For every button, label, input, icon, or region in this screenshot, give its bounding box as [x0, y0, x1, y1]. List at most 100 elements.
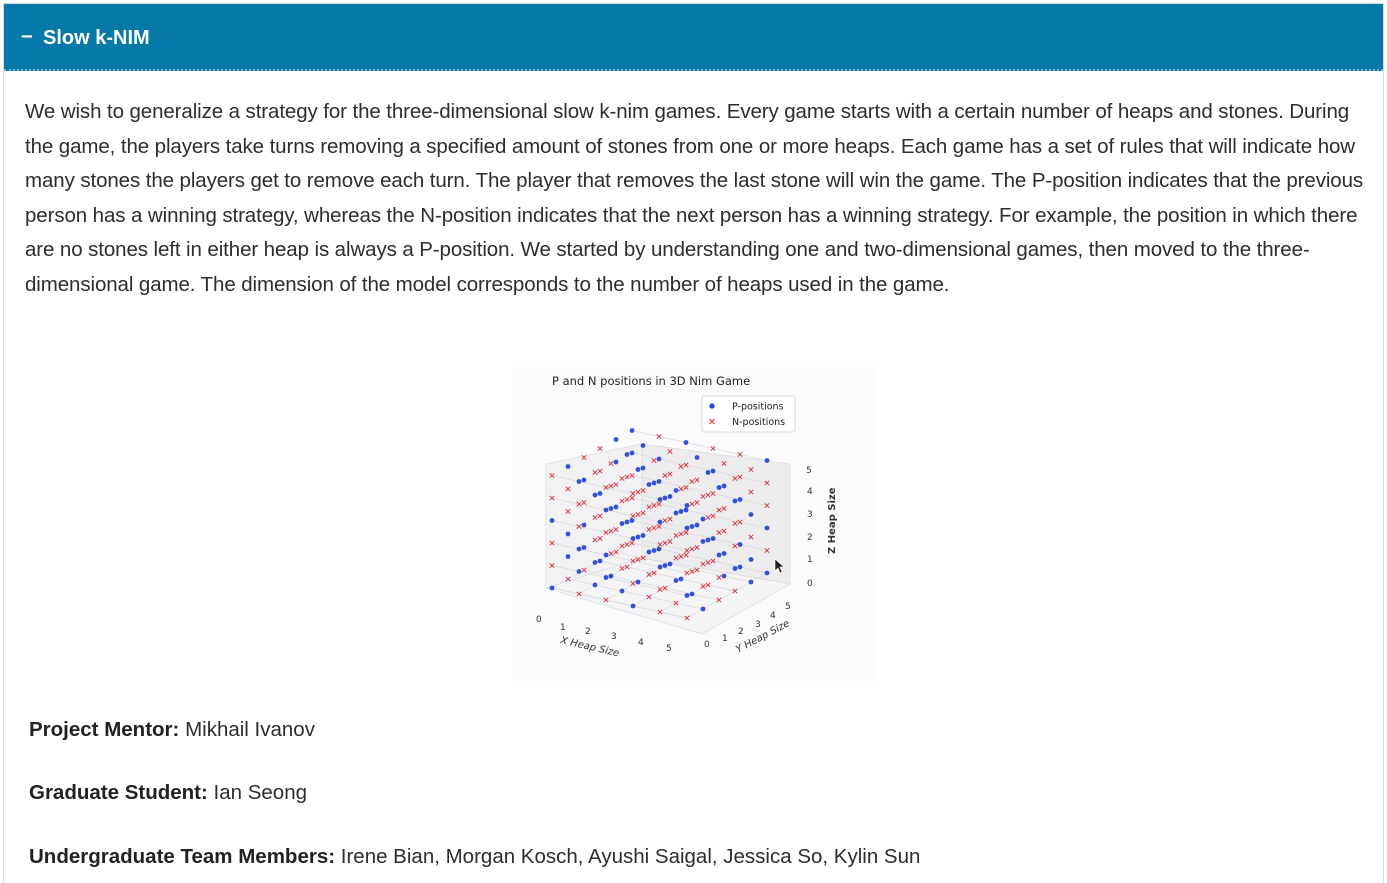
n-position-point: [630, 580, 636, 587]
p-position-point: [721, 573, 727, 579]
n-position-point: [613, 481, 619, 488]
p-position-point: [700, 516, 706, 522]
p-position-point: [629, 428, 635, 433]
p-position-point: [613, 459, 619, 465]
grid-line: [567, 578, 704, 610]
p-position-point: [694, 455, 700, 460]
z-tick: 0: [807, 579, 813, 589]
p-position-point: [576, 569, 582, 574]
p-position-point: [694, 522, 700, 528]
n-position-point: [678, 486, 684, 492]
n-position-point: [764, 502, 770, 509]
p-position-point: [629, 518, 635, 523]
accordion-body: We wish to generalize a strategy for the…: [25, 95, 1365, 302]
n-position-point: [549, 495, 555, 501]
n-position-point: [678, 463, 684, 470]
p-position-point: [673, 510, 679, 516]
n-position-point: [705, 582, 711, 588]
n-position-point: [710, 558, 716, 564]
z-tick: 3: [807, 510, 813, 520]
x-tick: 3: [611, 632, 617, 642]
n-position-point: [619, 475, 625, 482]
n-position-point: [689, 501, 695, 507]
p-position-point: [624, 519, 630, 525]
collapse-icon[interactable]: –: [21, 24, 33, 47]
p-position-point: [673, 488, 679, 493]
p-position-point: [581, 522, 587, 528]
n-position-point: [646, 526, 652, 533]
n-position-point: [684, 547, 690, 554]
p-position-point: [651, 480, 657, 486]
n-position-point: [613, 526, 619, 533]
n-position-point: [673, 532, 679, 539]
n-position-point: [597, 468, 603, 474]
n-position-point: [603, 597, 609, 603]
n-position-point: [662, 585, 668, 591]
p-position-point: [608, 573, 614, 579]
p-position-point: [629, 450, 635, 456]
legend-dot-icon: [709, 403, 715, 409]
p-position-point: [592, 582, 598, 588]
p-position-point: [630, 603, 636, 609]
p-position-point: [630, 536, 636, 541]
grid-line: [631, 497, 768, 529]
n-position-point: [597, 513, 603, 519]
p-position-point: [597, 558, 603, 564]
n-position-point: [683, 484, 689, 491]
accordion-title[interactable]: Slow k-NIM: [43, 27, 150, 49]
x-tick: 0: [536, 615, 542, 625]
grid-line: [551, 542, 688, 574]
n-position-point: [576, 501, 582, 507]
accordion-header[interactable]: – Slow k-NIM: [4, 4, 1383, 71]
p-position-point: [684, 525, 690, 531]
n-position-point: [624, 496, 630, 503]
z-tick: 5: [806, 466, 812, 476]
p-position-point: [684, 503, 690, 508]
n-position-point: [630, 490, 636, 497]
n-position-point: [581, 567, 587, 573]
n-position-point: [737, 519, 743, 525]
n-position-point: [700, 493, 706, 500]
p-position-point: [716, 485, 722, 490]
p-position-point: [597, 491, 603, 496]
n-position-point: [732, 543, 738, 549]
mentor-line: Project Mentor: Mikhail Ivanov: [29, 717, 315, 743]
n-position-point: [683, 552, 689, 558]
p-position-point: [640, 465, 646, 471]
n-position-point: [603, 529, 609, 536]
grad-label: Graduate Student:: [29, 781, 208, 804]
n-position-point: [764, 547, 770, 554]
n-position-point: [646, 504, 652, 510]
n-position-point: [710, 513, 716, 519]
n-position-point: [635, 556, 641, 563]
n-position-point: [673, 600, 679, 606]
p-position-point: [646, 482, 652, 487]
grid-line: [631, 452, 768, 484]
p-position-point: [592, 560, 598, 565]
p-position-point: [565, 554, 571, 559]
n-position-point: [716, 597, 722, 603]
p-position-point: [737, 497, 743, 502]
grid-line: [686, 572, 768, 619]
n-position-point: [597, 445, 603, 452]
grid-line: [551, 565, 688, 596]
p-position-point: [624, 452, 630, 457]
legend-box: [701, 395, 796, 433]
n-position-point: [689, 568, 695, 575]
n-position-point: [700, 561, 706, 567]
p-position-point: [565, 464, 571, 469]
p-position-point: [613, 437, 619, 442]
n-position-point: [667, 538, 673, 545]
grid-line: [551, 520, 688, 551]
y-tick: 5: [785, 602, 791, 612]
n-position-point: [565, 486, 571, 492]
grid-line: [583, 569, 720, 601]
n-position-point: [630, 513, 636, 519]
n-position-point: [619, 565, 625, 572]
p-position-point: [608, 506, 614, 511]
n-position-point: [549, 472, 555, 479]
grid-line: [578, 548, 660, 595]
p-position-point: [592, 492, 598, 498]
p-position-point: [651, 548, 657, 553]
n-position-point: [651, 525, 657, 531]
